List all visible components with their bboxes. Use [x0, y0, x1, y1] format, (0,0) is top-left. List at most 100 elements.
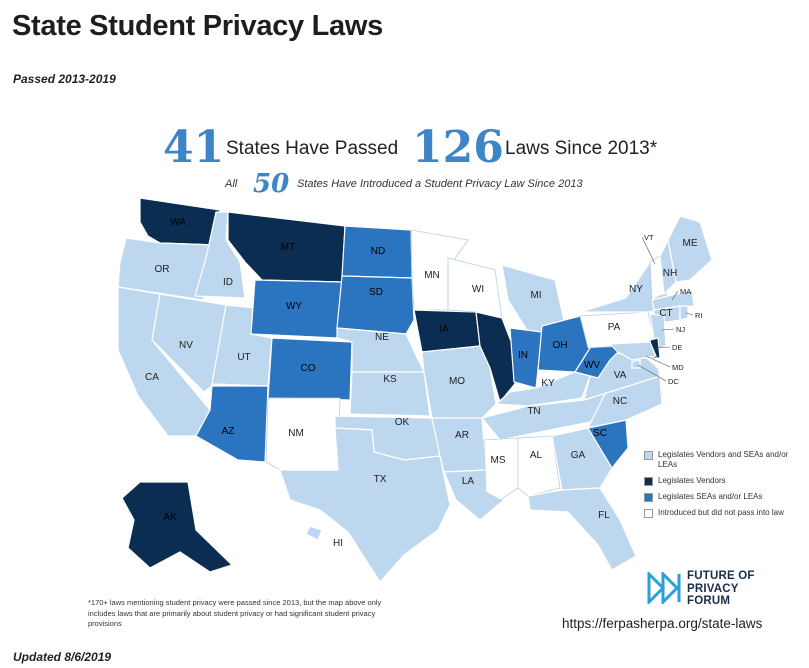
state-label-wa: WA [170, 217, 186, 228]
states-count: 41 [163, 122, 225, 173]
state-label-nc: NC [613, 396, 627, 407]
leader-line-nj [661, 328, 675, 331]
leader-line-ma [671, 290, 679, 301]
state-ma [651, 289, 695, 311]
state-label-vt: VT [644, 233, 654, 242]
state-label-de: DE [672, 343, 682, 352]
state-label-ia: IA [439, 324, 449, 335]
state-label-ar: AR [455, 430, 469, 441]
leader-line-ri [685, 312, 694, 316]
logo-line-3: FORUM [687, 595, 731, 607]
subline: All 50 States Have Introduced a Student … [0, 169, 809, 199]
state-co [267, 337, 353, 401]
state-label-ky: KY [541, 378, 555, 389]
state-label-ok: OK [395, 417, 410, 428]
legend-label-none: Introduced but did not pass into law [658, 508, 784, 517]
state-hi [305, 525, 323, 541]
legend: Legislates Vendors and SEAs and/or LEAs … [644, 450, 804, 524]
state-label-hi: HI [333, 538, 343, 549]
state-il [475, 311, 519, 404]
subline-all: All [225, 178, 238, 190]
logo-line-1: FUTURE OF [687, 570, 755, 582]
state-dc [631, 359, 641, 369]
legend-swatch-both [644, 451, 653, 460]
state-label-mn: MN [424, 270, 440, 281]
state-label-id: ID [223, 277, 233, 288]
state-label-sd: SD [369, 287, 383, 298]
headline: 41 States Have Passed 126 Laws Since 201… [0, 124, 809, 172]
state-label-ks: KS [383, 374, 397, 385]
legend-item-none: Introduced but did not pass into law [644, 508, 804, 518]
state-fl [527, 487, 637, 571]
state-label-md: MD [672, 363, 684, 372]
fast-forward-icon [647, 572, 681, 604]
state-label-in: IN [518, 350, 528, 361]
state-ak [121, 481, 234, 573]
subline-text: States Have Introduced a Student Privacy… [297, 178, 583, 190]
legend-label-vendors: Legislates Vendors [658, 476, 726, 485]
legend-label-both: Legislates Vendors and SEAs and/or LEAs [658, 450, 789, 469]
logo-text: FUTURE OF PRIVACY FORUM [687, 570, 755, 608]
state-label-nm: NM [288, 428, 304, 439]
legend-item-seas: Legislates SEAs and/or LEAs [644, 492, 804, 502]
state-label-me: ME [683, 238, 698, 249]
state-label-wi: WI [472, 284, 484, 295]
state-or [117, 237, 217, 301]
state-label-ne: NE [375, 332, 389, 343]
state-ms [483, 437, 519, 501]
state-nv [151, 293, 227, 393]
state-label-wv: WV [584, 360, 600, 371]
state-az [195, 385, 269, 463]
state-label-mt: MT [281, 242, 295, 253]
state-label-al: AL [530, 450, 543, 461]
leader-line-md [645, 355, 671, 368]
state-label-va: VA [614, 370, 627, 381]
state-label-ga: GA [571, 450, 586, 461]
state-label-tx: TX [374, 474, 387, 485]
state-me [667, 215, 713, 283]
state-label-pa: PA [608, 322, 621, 333]
legend-label-seas: Legislates SEAs and/or LEAs [658, 492, 763, 501]
state-label-az: AZ [222, 426, 235, 437]
updated-date: Updated 8/6/2019 [13, 650, 112, 664]
state-label-ut: UT [237, 352, 250, 363]
leader-line-vt [641, 236, 656, 265]
state-label-nv: NV [179, 340, 193, 351]
subtitle: Passed 2013-2019 [13, 72, 116, 86]
logo-line-2: PRIVACY [687, 582, 739, 595]
state-label-mi: MI [530, 290, 541, 301]
legend-swatch-vendors [644, 477, 653, 486]
page-title: State Student Privacy Laws [12, 10, 383, 42]
legend-item-both: Legislates Vendors and SEAs and/or LEAs [644, 450, 804, 470]
state-label-fl: FL [598, 510, 610, 521]
source-url[interactable]: https://ferpasherpa.org/state-laws [562, 616, 763, 631]
state-label-co: CO [301, 363, 316, 374]
state-label-dc: DC [668, 377, 679, 386]
state-label-nj: NJ [676, 325, 685, 334]
state-al [517, 435, 561, 497]
leader-line-de [655, 346, 671, 349]
state-label-ak: AK [163, 512, 177, 523]
state-label-mo: MO [449, 376, 465, 387]
state-label-wy: WY [286, 301, 302, 312]
state-label-oh: OH [553, 340, 568, 351]
state-nj [649, 313, 667, 351]
state-ks [349, 371, 431, 417]
states-text: States Have Passed [226, 138, 399, 159]
fpf-logo: FUTURE OF PRIVACY FORUM [647, 568, 797, 612]
legend-item-vendors: Legislates Vendors [644, 476, 804, 486]
state-label-nd: ND [371, 246, 385, 257]
leader-line-dc [637, 364, 667, 382]
state-label-la: LA [462, 476, 475, 487]
state-label-or: OR [155, 264, 170, 275]
state-sd [336, 275, 415, 335]
state-label-ri: RI [695, 311, 703, 320]
state-tx [279, 427, 451, 583]
state-label-ms: MS [491, 455, 506, 466]
laws-count: 126 [412, 122, 504, 173]
state-label-sc: SC [593, 428, 607, 439]
state-label-ny: NY [629, 284, 643, 295]
legend-swatch-none [644, 509, 653, 518]
state-md [608, 341, 657, 361]
